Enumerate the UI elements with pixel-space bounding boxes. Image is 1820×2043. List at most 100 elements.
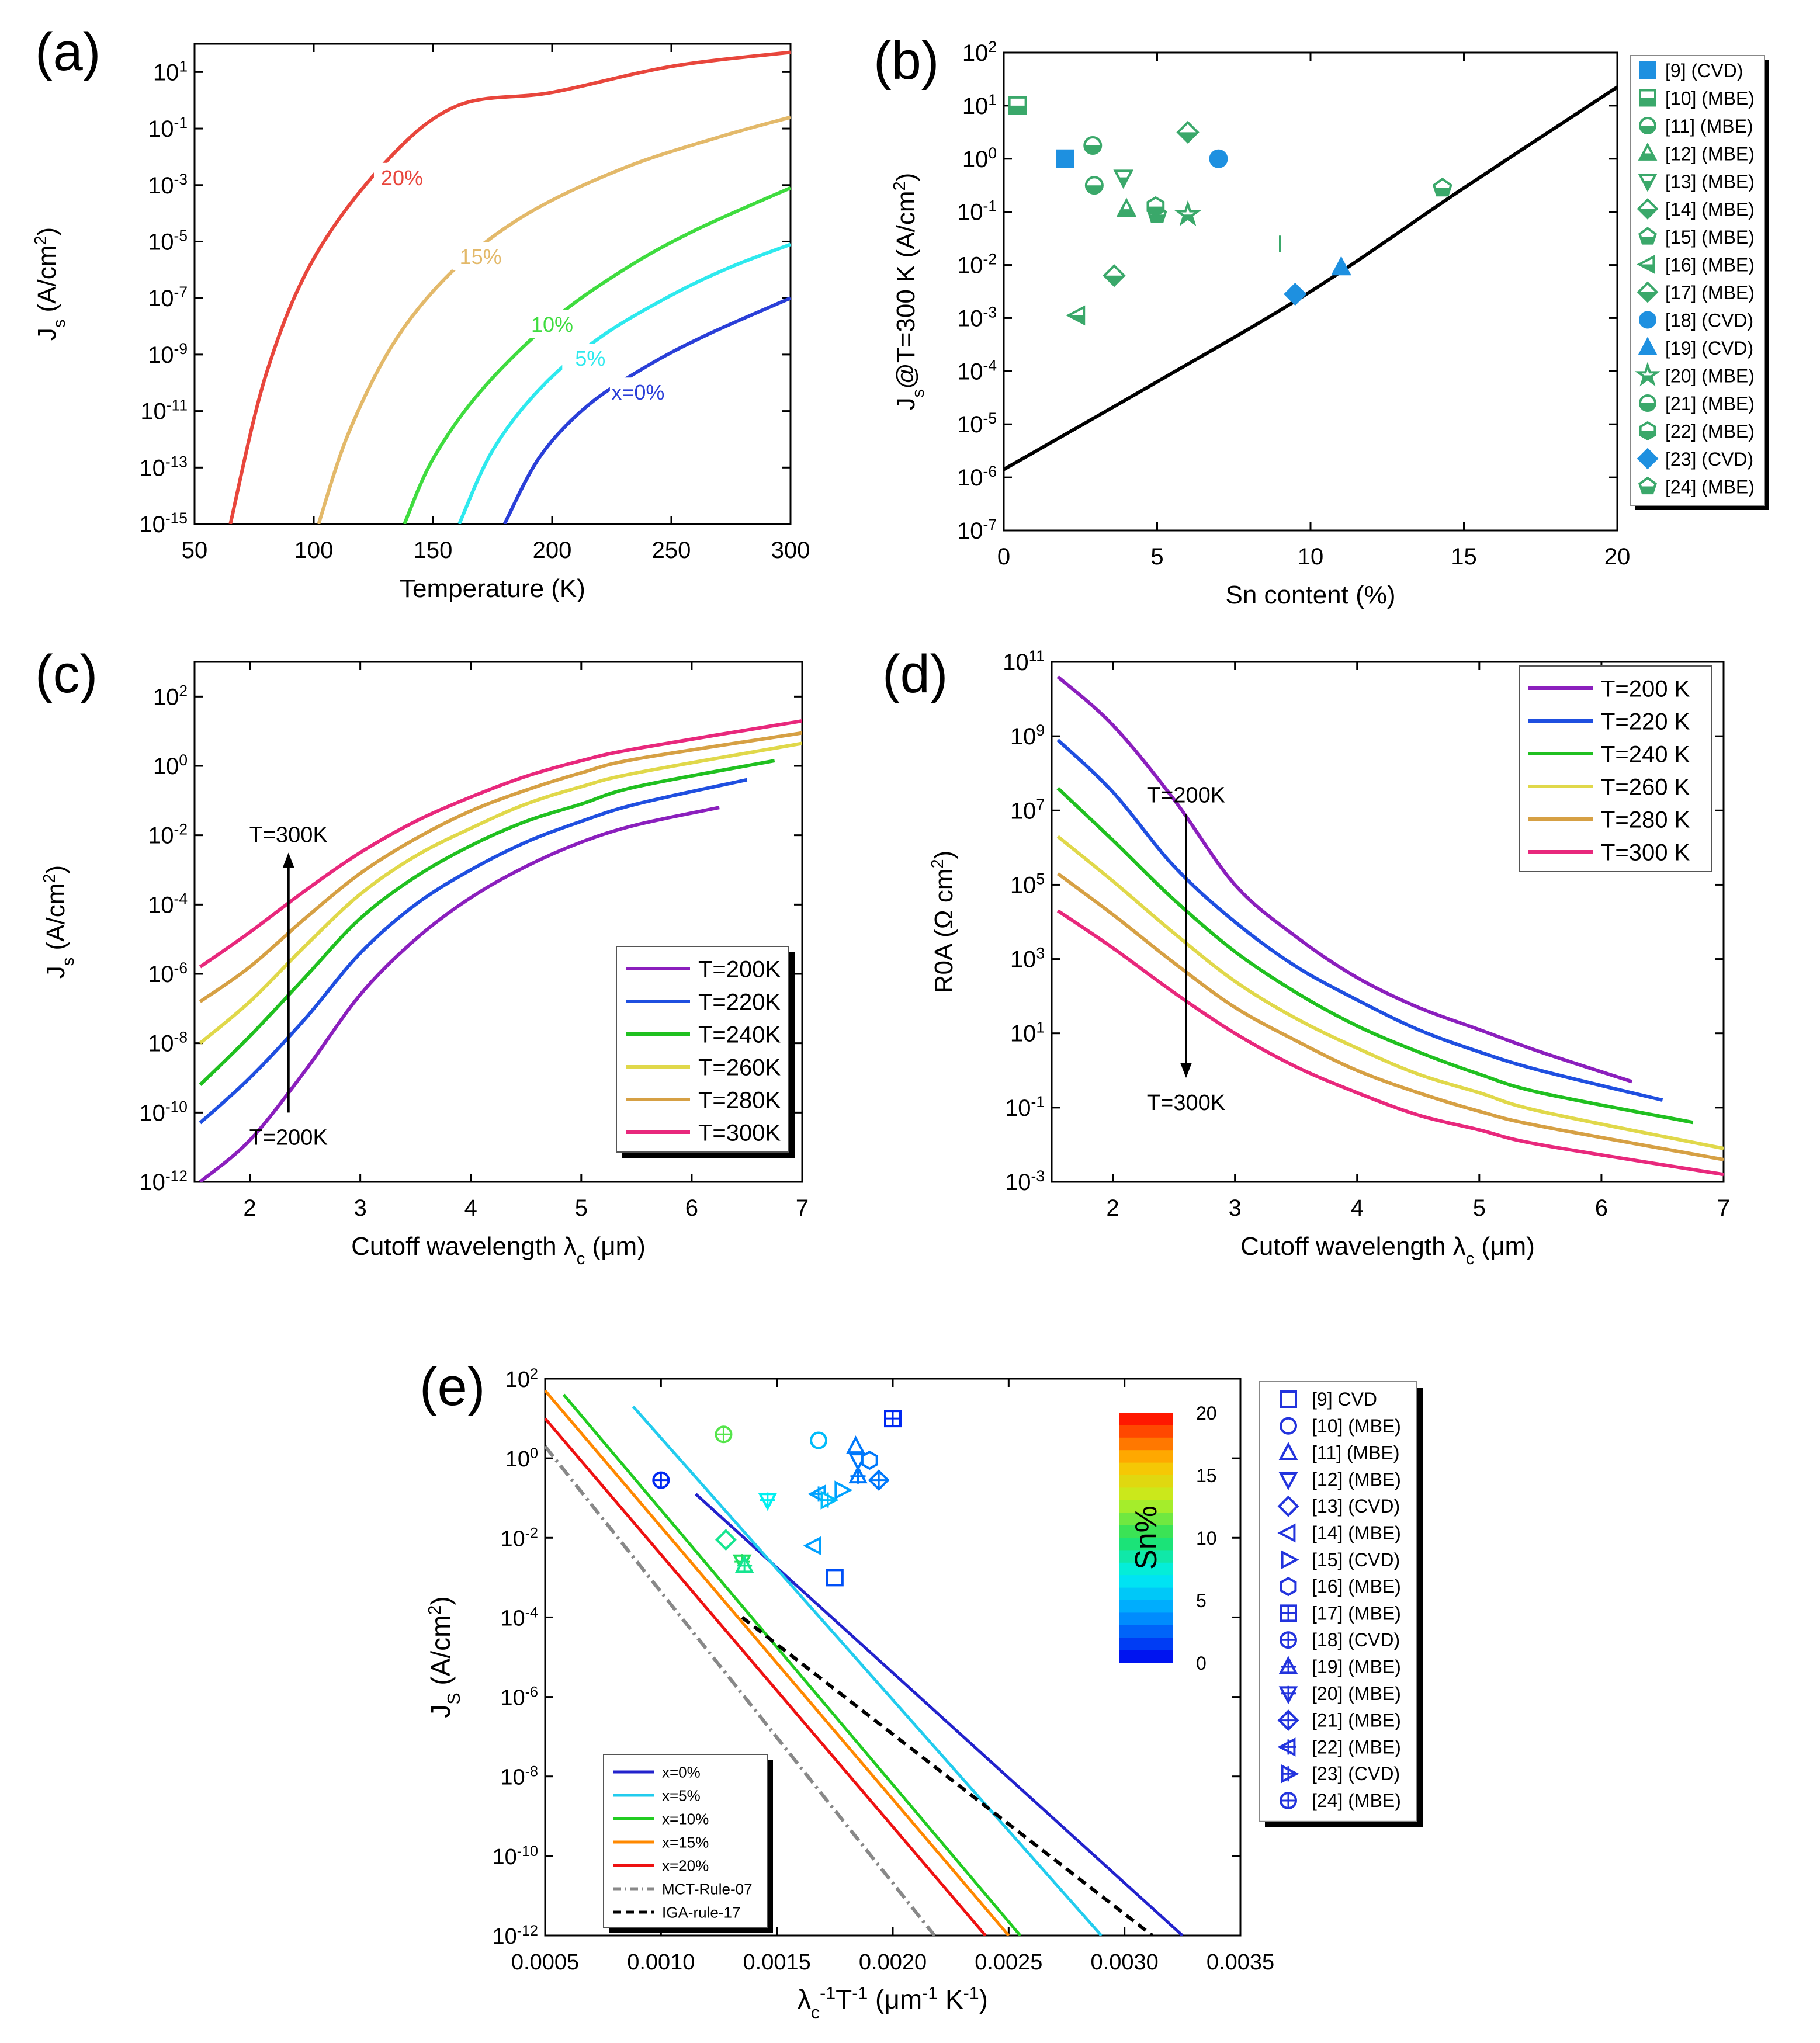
legend-label: [15] (CVD) — [1312, 1549, 1400, 1570]
legend-label: [10] (MBE) — [1665, 88, 1755, 109]
legend-marker — [1639, 394, 1656, 412]
legend-label: [15] (MBE) — [1665, 227, 1755, 248]
legend-label: [11] (MBE) — [1665, 116, 1753, 137]
x-tick-label: 200 — [533, 537, 572, 563]
y-tick-label: 10-10 — [492, 1843, 538, 1869]
legend-label: [14] (MBE) — [1665, 199, 1755, 220]
x-tick-label: 4 — [1351, 1195, 1364, 1221]
y-tick-label: 10-2 — [148, 821, 188, 849]
legend: x=0% x=5% x=10% x=15% x=20% MCT-Rule-07 IGA-ru… — [603, 1754, 773, 1933]
legend-label: T=220K — [698, 989, 781, 1015]
x-tick-labels: 0 5 10 15 20 — [997, 544, 1630, 570]
panel-c: 2 3 4 5 6 7 102 100 10-2 10-4 10-6 10-8 10-10 10-12 (c… — [35, 644, 809, 1268]
legend-marker — [1277, 1523, 1296, 1543]
y-axis-label: Js@T=300 K (A/cm2) — [890, 173, 928, 411]
legend-marker — [1638, 174, 1658, 192]
legend-marker — [1281, 1550, 1299, 1570]
legend-marker — [1639, 61, 1656, 79]
legend-label: T=280K — [698, 1087, 781, 1113]
panel-label: (c) — [35, 644, 98, 704]
legend-label: MCT-Rule-07 — [662, 1880, 753, 1898]
legend-label: IGA-rule-17 — [662, 1903, 740, 1921]
legend-marker — [1277, 1495, 1299, 1517]
trend-line — [632, 1405, 1103, 1936]
legend-label: [16] (MBE) — [1312, 1576, 1401, 1597]
legend-label: [13] (MBE) — [1665, 171, 1755, 192]
data-point — [1176, 120, 1200, 144]
data-point — [734, 1555, 754, 1573]
legend-label: [9] (CVD) — [1665, 60, 1743, 81]
legend-label: T=300K — [698, 1120, 781, 1146]
y-tick-label: 101 — [153, 57, 188, 85]
x-tick-label: 100 — [294, 537, 334, 563]
data-point — [1331, 256, 1351, 276]
legend-marker — [1278, 1656, 1298, 1674]
legend-label: [12] (MBE) — [1312, 1469, 1401, 1490]
legend-label: [18] (CVD) — [1665, 310, 1753, 331]
y-tick-label: 10-10 — [139, 1098, 188, 1126]
y-tick-label: 102 — [505, 1366, 538, 1392]
legend-label: [21] (MBE) — [1312, 1710, 1401, 1731]
y-tick-labels: 102 100 10-2 10-4 10-6 10-8 10-10 10-12 — [492, 1366, 538, 1949]
data-point — [884, 1410, 902, 1428]
data-point — [715, 1425, 733, 1444]
legend: T=200 K T=220 K T=240 K T=260 K T=280 K T=300… — [1519, 665, 1712, 872]
x-axis-label: Sn content (%) — [1225, 581, 1395, 609]
trend-line — [545, 1417, 987, 1936]
panel-label: (d) — [882, 644, 948, 704]
y-tick-label: 10-6 — [957, 463, 997, 491]
fit-line — [1004, 85, 1617, 471]
series-line — [1056, 909, 1724, 1177]
x-tick-label: 2 — [1106, 1195, 1119, 1221]
legend-label: [24] (MBE) — [1665, 477, 1755, 498]
data-point — [848, 1465, 868, 1484]
curve-label: 15% — [460, 245, 502, 269]
curve-label-bg — [524, 310, 580, 338]
x-tick-labels: 2 3 4 5 6 7 — [1106, 1195, 1730, 1221]
colorbar-tick-label: 15 — [1196, 1465, 1217, 1486]
plot-frame — [544, 1378, 1242, 1937]
curve-label-bg — [373, 162, 430, 191]
data-point — [758, 1492, 778, 1511]
legend-label: T=200K — [698, 956, 781, 982]
curve-label-bg — [609, 377, 666, 406]
series-line — [1056, 675, 1633, 1084]
y-tick-label: 10-12 — [492, 1923, 538, 1949]
plot-frame — [1051, 661, 1725, 1183]
legend-marker — [1280, 1792, 1297, 1809]
data-point — [820, 1490, 839, 1510]
y-tick-label: 109 — [1010, 722, 1045, 750]
marker-legend: [9] CVD [10] (MBE) [11] (MBE) [12] (MBE) [13… — [1259, 1381, 1423, 1827]
panel-a: 50 100 150 200 250 300 101 10-1 10-3 10-5 10-7 10-9… — [32, 22, 810, 603]
y-tick-label: 10-4 — [148, 890, 188, 918]
x-tick-label: 4 — [464, 1195, 477, 1221]
x-tick-label: 20 — [1604, 544, 1631, 570]
y-axis-label: JS (A/cm2) — [425, 1596, 464, 1718]
y-tick-label: 10-4 — [500, 1604, 538, 1631]
x-tick-label: 5 — [575, 1195, 588, 1221]
series-line — [1056, 786, 1694, 1125]
colorbar-label: Sn% — [1129, 1506, 1163, 1570]
legend-marker — [1639, 311, 1656, 329]
trend-line — [545, 1389, 1010, 1936]
y-tick-label: 10-7 — [957, 516, 997, 544]
data-point — [1066, 305, 1086, 326]
legend-label: [22] (MBE) — [1665, 421, 1755, 442]
data-point — [810, 1431, 828, 1449]
x-tick-label: 5 — [1473, 1195, 1486, 1221]
x-tick-label: 5 — [1150, 544, 1163, 570]
data-point — [1056, 149, 1074, 168]
y-tick-label: 10-5 — [957, 410, 997, 438]
data-point — [846, 1435, 865, 1454]
y-tick-label: 1011 — [1003, 647, 1045, 675]
legend-label: [24] (MBE) — [1312, 1790, 1401, 1811]
x-tick-label: 300 — [771, 537, 810, 563]
y-tick-label: 100 — [962, 144, 997, 172]
x-tick-label: 3 — [1229, 1195, 1242, 1221]
legend: T=200K T=220K T=240K T=260K T=280K T=300K — [616, 946, 795, 1158]
series-line — [199, 719, 802, 969]
legend-marker — [1637, 255, 1655, 274]
panel-d: 2 3 4 5 6 7 1011 109 107 105 103 101 10-1 10-3 (d) Cuto… — [882, 644, 1730, 1268]
series-line — [199, 759, 775, 1087]
panel-label: (b) — [873, 31, 939, 91]
